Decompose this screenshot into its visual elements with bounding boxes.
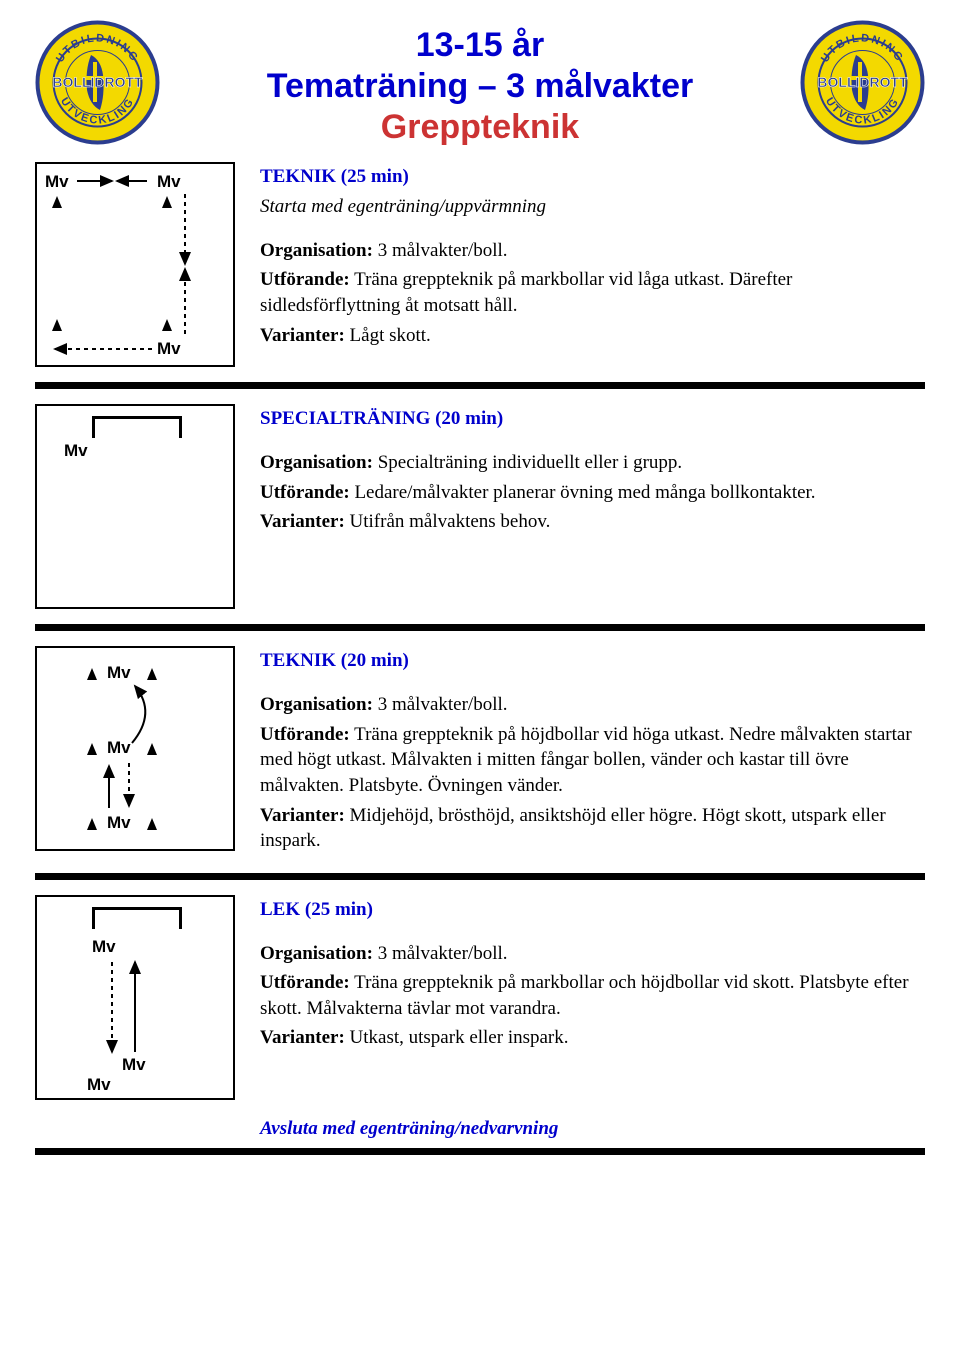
- section-duration: (20 min): [341, 650, 409, 671]
- section-subtitle: Starta med egenträning/uppvärmning: [260, 194, 925, 220]
- section-4: Mv Mv Mv LEK (25 min) Organisation: 3 må…: [35, 895, 925, 1100]
- diagram-1: Mv Mv Mv: [35, 162, 235, 367]
- org-label: Organisation:: [260, 943, 373, 964]
- org-text: 3 målvakter/boll.: [378, 240, 508, 261]
- utf-text: Ledare/målvakter planerar övning med mån…: [354, 482, 815, 503]
- utf-text: Träna greppteknik på höjdbollar vid höga…: [260, 724, 912, 796]
- goal-icon: [92, 416, 182, 438]
- var-text: Utkast, utspark eller inspark.: [350, 1027, 569, 1048]
- section-1: Mv Mv Mv TEKNIK (25 min) Starta med egen…: [35, 162, 925, 367]
- org-label: Organisation:: [260, 452, 373, 473]
- var-label: Varianter:: [260, 325, 345, 346]
- var-text: Utifrån målvaktens behov.: [350, 511, 551, 532]
- title-age: 13-15 år: [175, 25, 785, 66]
- section-3: Mv Mv Mv TEKNIK (20 min) Organisation: 3…: [35, 646, 925, 857]
- svg-text:BOLLIDROTT: BOLLIDROTT: [817, 74, 908, 90]
- title-main: Tematräning – 3 målvakter: [175, 66, 785, 107]
- utf-label: Utförande:: [260, 972, 350, 993]
- utf-label: Utförande:: [260, 482, 350, 503]
- org-label: Organisation:: [260, 694, 373, 715]
- diagram-arrows: [37, 164, 237, 369]
- logo-left: UTBILDNING UTVECKLING BOLLIDROTT: [35, 20, 160, 145]
- logo-right: UTBILDNING UTVECKLING BOLLIDROTT: [800, 20, 925, 145]
- diagram-arrows: [37, 897, 237, 1102]
- footer-text: Avsluta med egenträning/nedvarvning: [260, 1118, 925, 1140]
- utf-label: Utförande:: [260, 724, 350, 745]
- diagram-arrows: [37, 648, 237, 853]
- var-text: Lågt skott.: [350, 325, 431, 346]
- divider: [35, 382, 925, 389]
- section-title: LEK: [260, 899, 300, 920]
- utf-label: Utförande:: [260, 269, 350, 290]
- section-title: TEKNIK: [260, 650, 336, 671]
- content-3: TEKNIK (20 min) Organisation: 3 målvakte…: [260, 646, 925, 857]
- svg-text:BOLLIDROTT: BOLLIDROTT: [52, 74, 143, 90]
- title-block: 13-15 år Tematräning – 3 målvakter Grepp…: [175, 20, 785, 147]
- content-1: TEKNIK (25 min) Starta med egenträning/u…: [260, 162, 925, 352]
- org-text: Specialträning individuellt eller i grup…: [378, 452, 682, 473]
- section-title: SPECIALTRÄNING: [260, 408, 430, 429]
- var-label: Varianter:: [260, 1027, 345, 1048]
- section-title: TEKNIK: [260, 166, 336, 187]
- diagram-2: Mv: [35, 404, 235, 609]
- org-label: Organisation:: [260, 240, 373, 261]
- section-2: Mv SPECIALTRÄNING (20 min) Organisation:…: [35, 404, 925, 609]
- section-duration: (20 min): [435, 408, 503, 429]
- var-label: Varianter:: [260, 805, 345, 826]
- mv-label: Mv: [64, 441, 88, 461]
- org-text: 3 målvakter/boll.: [378, 943, 508, 964]
- title-sub: Greppteknik: [175, 107, 785, 148]
- utf-text: Träna greppteknik på markbollar och höjd…: [260, 972, 909, 1019]
- divider: [35, 873, 925, 880]
- var-text: Midjehöjd, brösthöjd, ansiktshöjd eller …: [260, 805, 886, 852]
- diagram-3: Mv Mv Mv: [35, 646, 235, 851]
- section-duration: (25 min): [341, 166, 409, 187]
- diagram-4: Mv Mv Mv: [35, 895, 235, 1100]
- var-label: Varianter:: [260, 511, 345, 532]
- org-text: 3 målvakter/boll.: [378, 694, 508, 715]
- divider: [35, 1148, 925, 1155]
- section-duration: (25 min): [305, 899, 373, 920]
- page-header: UTBILDNING UTVECKLING BOLLIDROTT 13-15 å…: [35, 20, 925, 147]
- content-2: SPECIALTRÄNING (20 min) Organisation: Sp…: [260, 404, 925, 539]
- divider: [35, 624, 925, 631]
- content-4: LEK (25 min) Organisation: 3 målvakter/b…: [260, 895, 925, 1055]
